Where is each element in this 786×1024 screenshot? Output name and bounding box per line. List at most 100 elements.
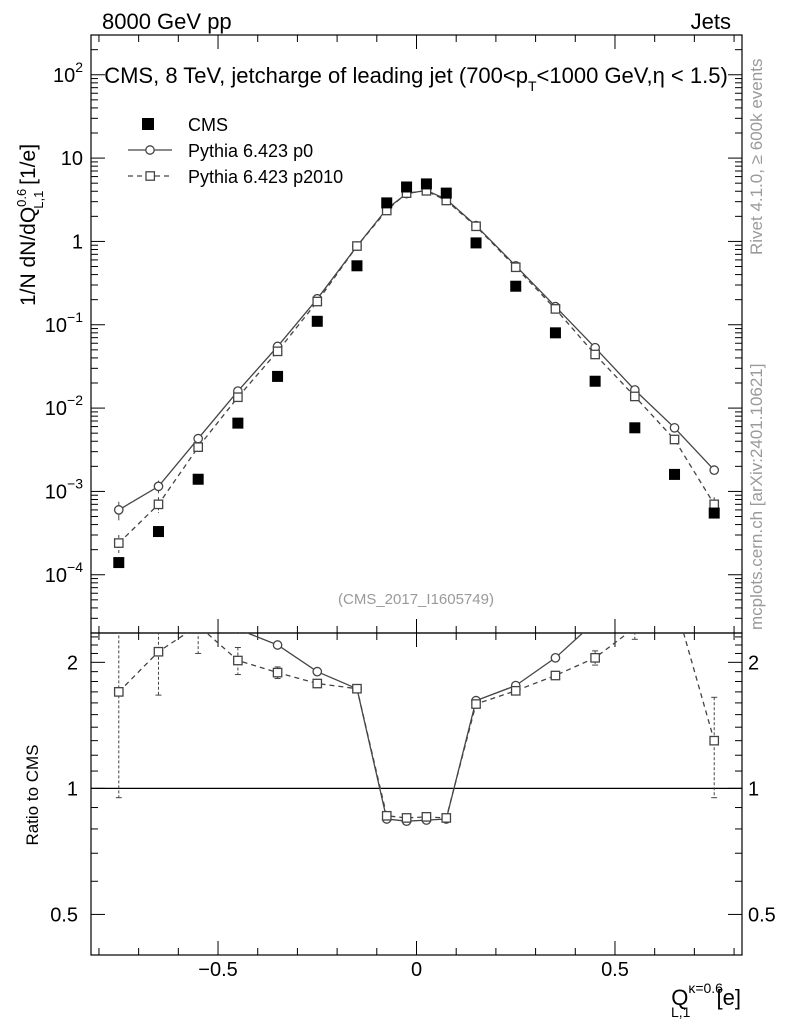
ratio-tick-label-left: 0.5: [50, 904, 78, 926]
x-tick-label: 0: [411, 959, 422, 981]
cms-point: [470, 237, 482, 249]
analysis-watermark: (CMS_2017_I1605749): [338, 591, 494, 608]
p2010-ratio-point: [510, 685, 521, 696]
p2010-ratio-point: [441, 813, 452, 823]
p2010-ratio-point: [471, 699, 481, 709]
p2010-ratio-point: [352, 683, 362, 694]
p0-ratio-point: [591, 618, 599, 626]
legend-label: CMS: [188, 115, 228, 135]
p2010-series-point: [510, 262, 521, 273]
p0-ratio-point: [631, 594, 639, 602]
p0-ratio-point: [234, 633, 241, 635]
p0-ratio-line: [245, 633, 584, 822]
cms-point: [272, 370, 284, 382]
ratio-tick-label-right: 1: [748, 778, 759, 800]
p2010-ratio-point: [670, 597, 678, 605]
p2010-ratio-point: [194, 621, 202, 629]
cms-point: [232, 417, 244, 429]
p0-ratio-point: [154, 556, 162, 564]
p2010-series-point: [471, 221, 481, 232]
p0-series-point: [113, 505, 124, 515]
p2010-ratio-point: [381, 810, 392, 821]
legend-label: Pythia 6.423 p0: [188, 141, 313, 161]
y-tick-label: 1: [72, 231, 83, 253]
ratio-tick-label-left: 2: [67, 652, 78, 674]
x-axis-label: Qκ=0.6 L,1 [e]: [671, 980, 741, 1020]
cms-point: [510, 280, 522, 292]
p2010-series-point: [709, 499, 720, 510]
p2010-ratio-point: [153, 646, 164, 657]
cms-point: [192, 473, 204, 485]
p2010-ratio-point: [590, 652, 600, 663]
p2010-ratio-point: [550, 670, 561, 681]
cms-point: [401, 181, 413, 193]
cms-point: [311, 315, 323, 327]
cms-point: [420, 178, 432, 190]
p2010-series-point: [590, 349, 600, 360]
cms-series: [113, 178, 720, 569]
p0-ratio: [154, 551, 678, 827]
ratio-tick-label-right: 2: [748, 652, 759, 674]
p2010-series-point: [153, 499, 164, 510]
p2010-series: [113, 185, 720, 554]
ratio-plot-frame: [90, 632, 743, 956]
legend-p0-marker: [145, 145, 155, 155]
p2010-series-point: [550, 304, 561, 314]
p2010-series-point: [669, 434, 680, 445]
ratio-y-axis-label: Ratio to CMS: [23, 744, 42, 845]
cms-point: [113, 557, 125, 569]
cms-point: [381, 197, 393, 209]
p0-ratio-point: [312, 666, 323, 677]
p0-series-point: [193, 433, 204, 444]
y-axis-label: 1/N dN/dQ0.6 L,1 [1/e]: [14, 144, 46, 306]
y-tick-label: 10−3: [45, 475, 83, 503]
p0-series-point: [153, 481, 164, 492]
cms-point: [549, 327, 561, 339]
ratio-tick-label-right: 0.5: [748, 904, 776, 926]
y-tick-label: 10: [61, 148, 83, 170]
cms-point: [152, 526, 164, 538]
p0-ratio-point: [272, 640, 283, 650]
y-tick-label: 10−1: [45, 309, 83, 337]
legend-label: Pythia 6.423 p2010: [188, 167, 343, 187]
cms-point: [440, 187, 452, 199]
p2010-series-point: [193, 442, 204, 452]
p2010-series-point: [113, 538, 124, 548]
p2010-series-point: [233, 392, 243, 403]
chart-title: CMS, 8 TeV, jetcharge of leading jet (70…: [104, 63, 728, 94]
p2010-series-line: [118, 190, 715, 544]
cms-point: [629, 422, 641, 434]
y-tick-label: 10−4: [45, 559, 83, 587]
legend-cms-marker: [142, 118, 154, 130]
cms-point: [708, 507, 720, 519]
cms-point: [669, 468, 681, 480]
p2010-series-point: [272, 346, 283, 357]
header-right: Jets: [691, 9, 731, 34]
p2010-series-point: [312, 296, 323, 307]
cms-point: [589, 375, 601, 387]
p0-series: [113, 185, 720, 521]
y-tick-label: 102: [53, 59, 83, 87]
p2010-ratio-line: [118, 633, 715, 819]
p0-ratio-point: [670, 551, 678, 559]
p0-series-point: [669, 422, 680, 433]
p2010-ratio-point: [631, 623, 639, 631]
side-mcplots-label: mcplots.cern.ch [arXiv:2401.10621]: [747, 364, 766, 630]
p2010-ratio: [113, 597, 720, 823]
p2010-series-point: [352, 241, 362, 251]
p2010-ratio-point: [233, 655, 243, 666]
p2010-ratio-point: [401, 813, 412, 823]
y-tick-label: 10−2: [45, 392, 83, 420]
p2010-ratio-point: [113, 687, 124, 697]
side-rivet-label: Rivet 4.1.0, ≥ 600k events: [747, 59, 766, 255]
p0-ratio-point: [194, 581, 202, 589]
header-left: 8000 GeV pp: [102, 9, 232, 34]
p2010-ratio-point: [709, 735, 720, 746]
cms-point: [351, 260, 363, 272]
legend-p2010-marker: [145, 171, 156, 181]
p2010-ratio-point: [421, 812, 432, 822]
p2010-ratio-point: [312, 678, 323, 689]
p0-ratio-point: [550, 652, 561, 663]
p0-series-line: [118, 189, 715, 511]
